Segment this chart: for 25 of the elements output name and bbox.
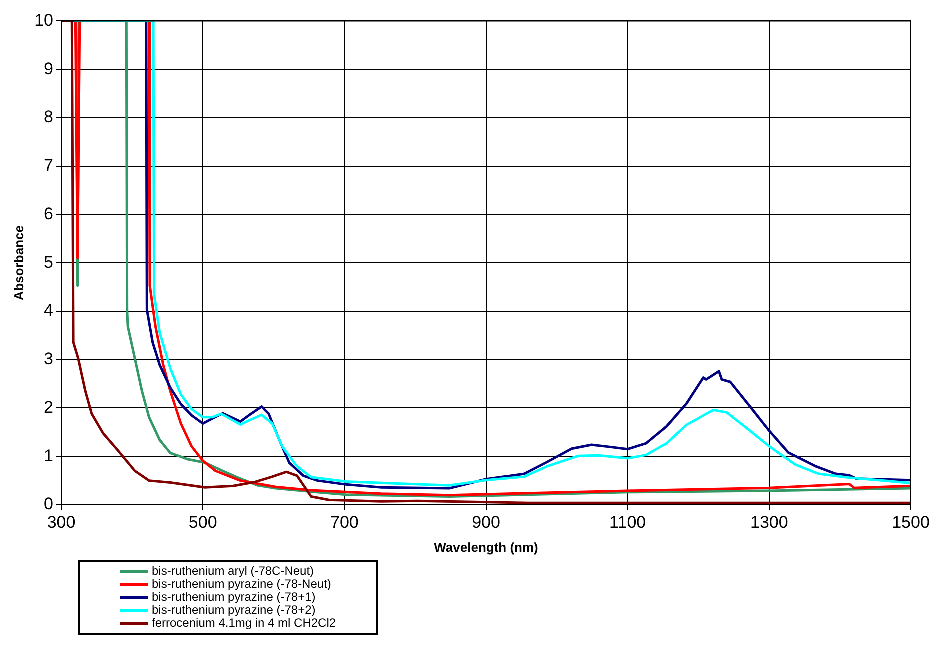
x-tick-label: 900	[472, 512, 500, 532]
y-tick-label: 8	[44, 108, 54, 127]
y-tick-label: 7	[44, 156, 54, 176]
x-axis-title: Wavelength (nm)	[434, 540, 538, 555]
legend-label: ferrocenium 4.1mg in 4 ml CH2Cl2	[152, 616, 336, 630]
legend-label: bis-ruthenium pyrazine (-78+2)	[152, 603, 316, 617]
x-tick-label: 1300	[750, 512, 788, 532]
x-tick-label: 300	[47, 512, 76, 532]
y-tick-label: 0	[44, 494, 54, 514]
x-tick-label: 1100	[610, 512, 646, 532]
legend-label: bis-ruthenium pyrazine (-78+1)	[152, 590, 316, 604]
legend-label: bis-ruthenium aryl (-78C-Neut)	[152, 564, 314, 578]
y-tick-label: 1	[44, 446, 54, 466]
y-tick-label: 4	[44, 301, 54, 320]
y-tick-label: 10	[34, 10, 54, 30]
x-tick-label: 700	[330, 512, 359, 532]
y-axis-title: Absorbance	[11, 226, 26, 301]
y-tick-label: 3	[44, 350, 54, 369]
y-tick-label: 9	[44, 59, 54, 78]
x-tick-label: 1500	[892, 512, 930, 532]
y-tick-label: 2	[44, 398, 54, 417]
y-tick-label: 5	[44, 252, 54, 272]
y-tick-label: 6	[44, 204, 54, 224]
legend-label: bis-ruthenium pyrazine (-78-Neut)	[152, 577, 332, 591]
x-tick-label: 500	[188, 512, 218, 532]
